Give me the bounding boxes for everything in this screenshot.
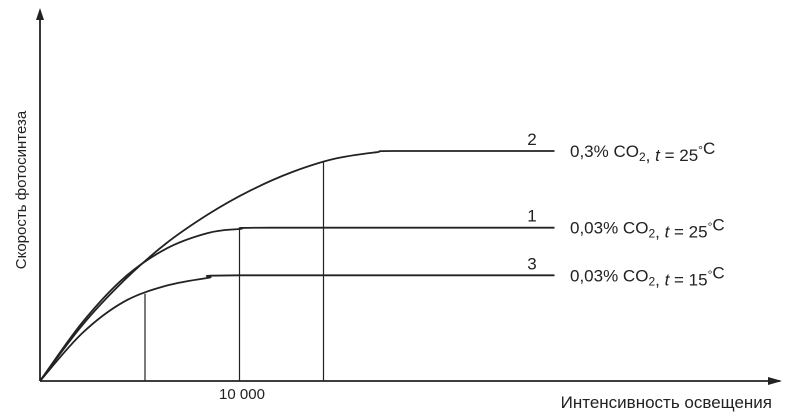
curves — [39, 150, 555, 382]
drop-lines — [144, 162, 325, 381]
curve-number-3: 3 — [527, 254, 536, 273]
legend-entry-1: 0,03% CO2, t = 25°C — [570, 216, 725, 242]
curve-number-2: 2 — [527, 130, 536, 149]
curve-3 — [39, 274, 555, 382]
x-axis-arrow — [768, 377, 782, 385]
labels: Скорость фотосинтеза Интенсивность освеще… — [13, 110, 772, 412]
curve-number-1: 1 — [527, 207, 536, 226]
x-tick-label-0: 10 000 — [219, 386, 265, 403]
legend-entry-2: 0,3% CO2, t = 25°C — [570, 139, 715, 165]
y-axis-label: Скорость фотосинтеза — [13, 110, 30, 269]
axes — [36, 8, 782, 385]
curve-2 — [39, 150, 555, 382]
y-axis-arrow — [36, 8, 44, 20]
x-axis-label: Интенсивность освещения — [561, 393, 772, 412]
legend-entry-3: 0,03% CO2, t = 15°C — [570, 263, 725, 289]
curve-1 — [39, 226, 555, 382]
